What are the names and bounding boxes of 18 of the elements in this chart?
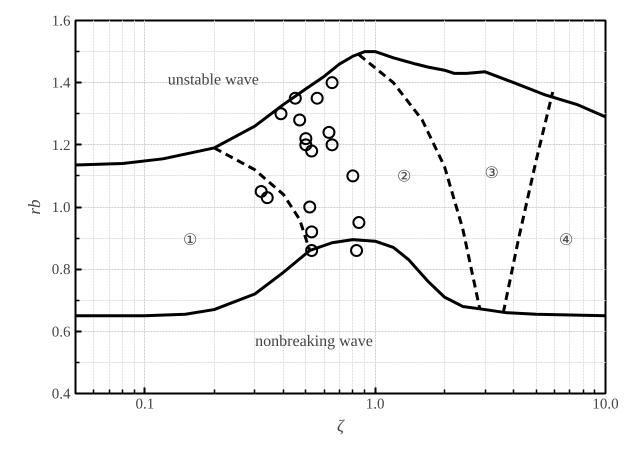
y-tick-label: 0.6 bbox=[52, 324, 71, 340]
y-tick-label: 1.0 bbox=[52, 200, 70, 216]
y-tick-label: 1.2 bbox=[52, 138, 70, 154]
annotation: unstable wave bbox=[168, 72, 259, 89]
x-axis-title: ζ bbox=[337, 416, 346, 436]
y-tick-label: 1.6 bbox=[52, 14, 71, 30]
y-axis-title: rb bbox=[24, 199, 44, 215]
annotation: ① bbox=[182, 232, 197, 250]
y-tick-label: 0.4 bbox=[52, 386, 71, 402]
y-tick-label: 0.8 bbox=[52, 262, 70, 278]
annotation: nonbreaking wave bbox=[255, 332, 373, 350]
annotation: ③ bbox=[484, 164, 499, 182]
annotation: ② bbox=[397, 168, 412, 186]
x-tick-label: 1.0 bbox=[366, 396, 385, 412]
annotation: ④ bbox=[558, 232, 573, 250]
y-tick-label: 1.4 bbox=[52, 76, 71, 92]
x-tick-label: 10.0 bbox=[592, 396, 619, 412]
x-tick-label: 0.1 bbox=[135, 396, 154, 412]
